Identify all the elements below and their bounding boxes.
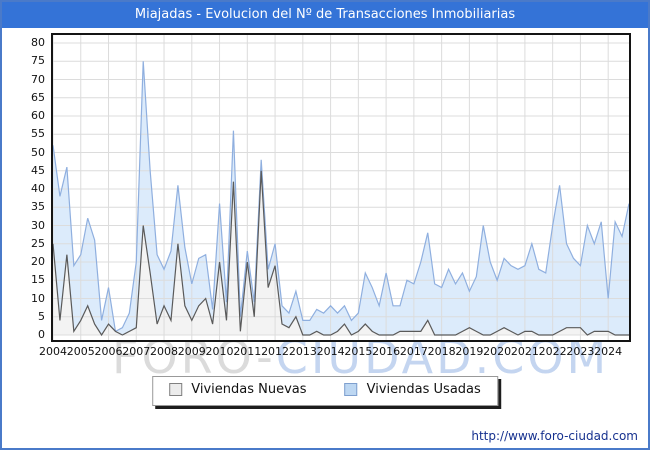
x-axis-label: 2021: [510, 345, 539, 358]
x-axis-labels: 2004 2005 2006 2007 2008 2009 2010 2011 2012 2013…: [0, 345, 650, 359]
x-axis-label: 2006: [94, 345, 123, 358]
x-axis-label: 2011: [233, 345, 262, 358]
y-axis-label: 55: [31, 127, 45, 141]
x-axis-label: 2009: [177, 345, 206, 358]
y-axis-label: 15: [31, 273, 45, 287]
x-axis-label: 2023: [566, 345, 595, 358]
y-axis-label: 50: [31, 145, 45, 159]
y-axis-label: 40: [31, 182, 45, 195]
title-bar: Miajadas - Evolucion del Nº de Transacci…: [2, 2, 648, 28]
x-axis-label: 2019: [455, 345, 484, 358]
y-axis-label: 5: [38, 309, 45, 323]
legend-item-viviendas-usadas: Viviendas Usadas: [344, 382, 481, 397]
y-axis-label: 30: [31, 218, 45, 232]
legend-item-viviendas-nuevas: Viviendas Nuevas: [169, 382, 307, 397]
y-axis-label: 35: [31, 200, 45, 214]
x-axis-label: 2024: [594, 345, 623, 358]
x-axis-label: 2005: [66, 345, 95, 358]
x-axis-label: 2020: [483, 345, 512, 358]
plot-area: [51, 33, 631, 342]
x-axis-label: 2012: [261, 345, 290, 358]
legend-label-nuevas: Viviendas Nuevas: [191, 382, 307, 397]
y-axis-label: 60: [31, 109, 45, 122]
y-axis-label: 25: [31, 236, 45, 250]
x-axis-label: 2016: [372, 345, 401, 358]
x-axis-label: 2013: [288, 345, 317, 358]
y-axis-label: 10: [31, 291, 45, 305]
site-url-link[interactable]: http://www.foro-ciudad.com: [471, 429, 638, 443]
y-axis-label: 0: [38, 328, 45, 341]
x-axis-label: 2014: [316, 345, 345, 358]
legend-swatch-usadas-icon: [344, 383, 358, 396]
y-axis-label: 20: [31, 255, 45, 268]
legend: Viviendas Nuevas Viviendas Usadas: [152, 376, 498, 406]
y-axis-label: 70: [31, 72, 45, 86]
x-axis-label: 2010: [205, 345, 234, 358]
x-axis-label: 2018: [427, 345, 456, 358]
legend-swatch-nuevas-icon: [169, 383, 183, 396]
x-axis-label: 2022: [538, 345, 567, 358]
legend-label-usadas: Viviendas Usadas: [366, 382, 481, 397]
y-axis-label: 45: [31, 163, 45, 177]
x-axis-label: 2015: [344, 345, 373, 358]
page-title: Miajadas - Evolucion del Nº de Transacci…: [134, 7, 516, 22]
x-axis-label: 2008: [150, 345, 179, 358]
y-axis-label: 80: [31, 36, 45, 49]
y-axis-label: 65: [31, 90, 45, 104]
x-axis-label: 2007: [122, 345, 151, 358]
chart-canvas: [53, 35, 629, 340]
x-axis-label: 2004: [39, 345, 67, 358]
y-axis-label: 75: [31, 54, 45, 68]
x-axis-label: 2017: [399, 345, 428, 358]
